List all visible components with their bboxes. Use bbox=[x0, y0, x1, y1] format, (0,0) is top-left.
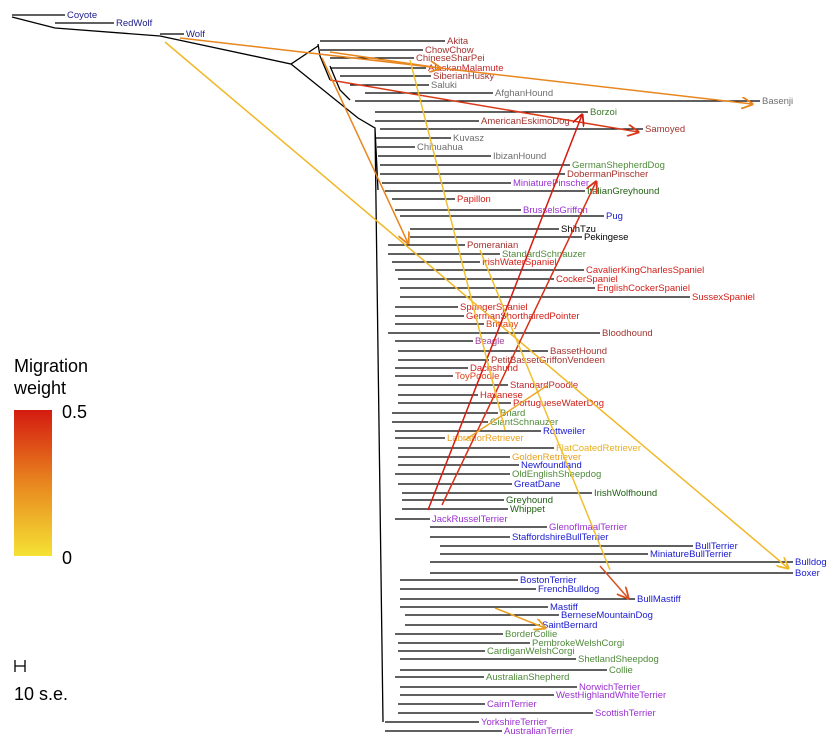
leaf-label: Basenji bbox=[762, 96, 793, 107]
leaf-label: YorkshireTerrier bbox=[481, 717, 547, 728]
leaf-label: StandardSchnauzer bbox=[502, 249, 586, 260]
leaf-label: Bulldog bbox=[795, 557, 827, 568]
leaf-label: PetitBassetGriffonVendeen bbox=[491, 355, 605, 366]
leaf-label: StaffordshireBullTerrier bbox=[512, 532, 608, 543]
leaf-label: Saluki bbox=[431, 80, 457, 91]
leaf-label: IrishWaterSpaniel bbox=[482, 257, 557, 268]
leaf-label: BullMastiff bbox=[637, 594, 681, 605]
leaf-label: Coyote bbox=[67, 10, 97, 21]
leaf-label: ChowChow bbox=[425, 45, 474, 56]
leaf-label: Greyhound bbox=[506, 495, 553, 506]
leaf-label: GoldenRetriever bbox=[512, 452, 581, 463]
leaf-label: Dachshund bbox=[470, 363, 518, 374]
leaf-label: FrenchBulldog bbox=[538, 584, 599, 595]
leaf-label: Mastiff bbox=[550, 602, 578, 613]
leaf-label: WestHighlandWhiteTerrier bbox=[556, 690, 666, 701]
leaf-label: JackRusselTerrier bbox=[432, 514, 508, 525]
leaf-label: SpringerSpaniel bbox=[460, 302, 528, 313]
legend-gradient bbox=[14, 410, 52, 556]
tree-spine bbox=[11, 16, 384, 723]
leaf-label: ToyPoodle bbox=[455, 371, 499, 382]
leaf-label: IrishWolfhound bbox=[594, 488, 657, 499]
leaf-label: Briard bbox=[500, 408, 525, 419]
leaf-label: CairnTerrier bbox=[487, 699, 537, 710]
migration-edges bbox=[164, 37, 788, 628]
leaf-label: BrusselsGriffon bbox=[523, 205, 588, 216]
legend-min: 0 bbox=[62, 548, 72, 568]
leaf-label: Beagle bbox=[475, 336, 505, 347]
leaf-label: AustralianTerrier bbox=[504, 726, 573, 737]
leaf-label: LabradorRetriever bbox=[447, 433, 524, 444]
leaf-label: GermanShorthairedPointer bbox=[466, 311, 580, 322]
leaf-label: AfghanHound bbox=[495, 88, 553, 99]
leaf-label: Kuvasz bbox=[453, 133, 484, 144]
leaf-label: ShihTzu bbox=[561, 224, 596, 235]
leaf-label: BullTerrier bbox=[695, 541, 738, 552]
leaf-label: ChineseSharPei bbox=[416, 53, 485, 64]
leaf-label: PortugueseWaterDog bbox=[513, 398, 604, 409]
leaf-label: SiberianHusky bbox=[433, 71, 494, 82]
legend: Migration weight 0.5 0 10 s.e. bbox=[13, 356, 88, 704]
leaf-label: Pomeranian bbox=[467, 240, 518, 251]
leaf-label: EnglishCockerSpaniel bbox=[597, 283, 690, 294]
leaf-label: GiantSchnauzer bbox=[490, 417, 558, 428]
leaf-label: Papillon bbox=[457, 194, 491, 205]
leaf-label: RedWolf bbox=[116, 18, 153, 29]
leaf-label: DobermanPinscher bbox=[567, 169, 648, 180]
leaf-label: GermanShepherdDog bbox=[572, 160, 665, 171]
leaf-label: AustralianShepherd bbox=[486, 672, 569, 683]
scale-bar bbox=[14, 660, 26, 672]
leaf-label: MiniatureBullTerrier bbox=[650, 549, 732, 560]
leaf-label: Samoyed bbox=[645, 124, 685, 135]
leaf-label: BorderCollie bbox=[505, 629, 557, 640]
leaf-label: IbizanHound bbox=[493, 151, 546, 162]
leaf-label: BostonTerrier bbox=[520, 575, 577, 586]
leaf-label: CockerSpaniel bbox=[556, 274, 618, 285]
leaf-label: FlatCoatedRetriever bbox=[556, 443, 641, 454]
leaf-label: PembrokeWelshCorgi bbox=[532, 638, 624, 649]
leaf-label: BassetHound bbox=[550, 346, 607, 357]
leaf-label: CavalierKingCharlesSpaniel bbox=[586, 265, 704, 276]
leaf-label: GlenofImaalTerrier bbox=[549, 522, 627, 533]
leaf-label: Bloodhound bbox=[602, 328, 653, 339]
legend-max: 0.5 bbox=[62, 402, 87, 422]
leaf-label: Chihuahua bbox=[417, 142, 464, 153]
legend-title: weight bbox=[13, 378, 66, 398]
leaf-label: SussexSpaniel bbox=[692, 292, 755, 303]
leaf-label: SaintBernard bbox=[542, 620, 597, 631]
leaf-label: Collie bbox=[609, 665, 633, 676]
leaf-label: Brittany bbox=[486, 319, 518, 330]
scale-label: 10 s.e. bbox=[14, 684, 68, 704]
leaf-label: Boxer bbox=[795, 568, 820, 579]
leaf-label: Whippet bbox=[510, 504, 545, 515]
legend-title: Migration bbox=[14, 356, 88, 376]
leaf-label: Pug bbox=[606, 211, 623, 222]
leaf-label: CardiganWelshCorgi bbox=[487, 646, 574, 657]
leaf-label: NorwichTerrier bbox=[579, 682, 640, 693]
leaf-label: BerneseMountainDog bbox=[561, 610, 653, 621]
leaf-label: Akita bbox=[447, 36, 469, 47]
leaf-label: Wolf bbox=[186, 29, 205, 40]
leaf-label: AlaskanMalamute bbox=[428, 63, 504, 74]
leaf-label: Newfoundland bbox=[521, 460, 582, 471]
leaf-label: ShetlandSheepdog bbox=[578, 654, 659, 665]
leaf-label: OldEnglishSheepdog bbox=[512, 469, 601, 480]
leaf-label: Havanese bbox=[480, 390, 523, 401]
leaf-label: Rottweiler bbox=[543, 426, 585, 437]
leaf-label: MiniaturePinscher bbox=[513, 178, 589, 189]
leaf-label: GreatDane bbox=[514, 479, 560, 490]
tree bbox=[11, 16, 384, 723]
leaf-label: StandardPoodle bbox=[510, 380, 578, 391]
leaf-label: Pekingese bbox=[584, 232, 628, 243]
leaf-label: ItalianGreyhound bbox=[587, 186, 659, 197]
leaf-label: ScottishTerrier bbox=[595, 708, 656, 719]
leaf-label: AmericanEskimoDog bbox=[481, 116, 570, 127]
leaf-label: Borzoi bbox=[590, 107, 617, 118]
